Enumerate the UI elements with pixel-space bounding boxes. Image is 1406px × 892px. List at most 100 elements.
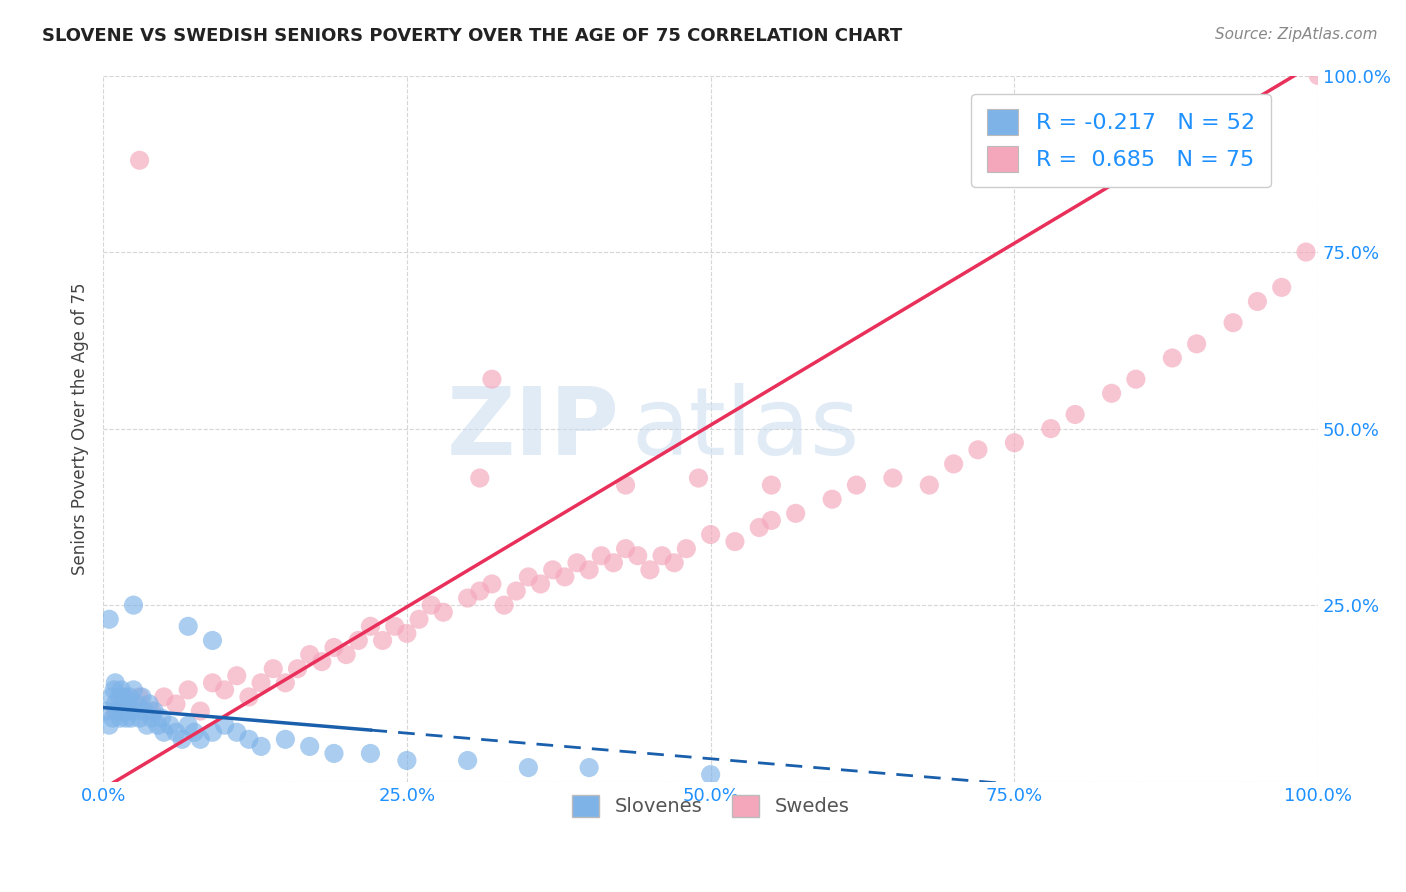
Point [1125, 372, 1147, 386]
Point [481, 372, 503, 386]
Point [1271, 280, 1294, 294]
Point [98, 612, 121, 626]
Point [1064, 408, 1087, 422]
Point [967, 442, 990, 457]
Point [103, 682, 125, 697]
Point [201, 725, 224, 739]
Point [143, 704, 166, 718]
Point [918, 478, 941, 492]
Point [165, 725, 187, 739]
Point [699, 767, 721, 781]
Point [408, 612, 430, 626]
Point [153, 690, 176, 704]
Point [128, 690, 150, 704]
Point [384, 619, 406, 633]
Point [347, 633, 370, 648]
Point [214, 682, 236, 697]
Point [591, 549, 613, 563]
Point [627, 549, 650, 563]
Point [1295, 245, 1317, 260]
Point [108, 711, 131, 725]
Point [323, 640, 346, 655]
Point [651, 549, 673, 563]
Point [262, 662, 284, 676]
Point [432, 605, 454, 619]
Point [250, 739, 273, 754]
Point [201, 633, 224, 648]
Point [201, 675, 224, 690]
Point [457, 754, 479, 768]
Point [468, 471, 491, 485]
Text: Source: ZipAtlas.com: Source: ZipAtlas.com [1215, 27, 1378, 42]
Point [517, 570, 540, 584]
Point [541, 563, 564, 577]
Point [505, 584, 527, 599]
Point [529, 577, 551, 591]
Point [101, 711, 124, 725]
Point [124, 704, 146, 718]
Point [942, 457, 965, 471]
Point [481, 577, 503, 591]
Point [578, 563, 600, 577]
Point [159, 718, 181, 732]
Point [138, 697, 160, 711]
Point [225, 725, 247, 739]
Point [420, 598, 443, 612]
Point [359, 619, 381, 633]
Point [115, 711, 138, 725]
Point [1308, 69, 1330, 83]
Point [118, 690, 141, 704]
Point [664, 556, 686, 570]
Point [274, 732, 297, 747]
Point [1246, 294, 1268, 309]
Point [761, 513, 783, 527]
Point [146, 718, 169, 732]
Point [131, 690, 153, 704]
Point [165, 697, 187, 711]
Point [104, 697, 127, 711]
Point [395, 626, 418, 640]
Point [1161, 351, 1184, 365]
Point [1222, 316, 1244, 330]
Point [614, 541, 637, 556]
Point [761, 478, 783, 492]
Point [104, 704, 127, 718]
Point [468, 584, 491, 599]
Point [153, 725, 176, 739]
Point [517, 760, 540, 774]
Text: ZIP: ZIP [447, 383, 620, 475]
Point [214, 718, 236, 732]
Point [141, 711, 163, 725]
Point [96, 704, 118, 718]
Point [122, 682, 145, 697]
Point [225, 669, 247, 683]
Point [134, 704, 156, 718]
Point [287, 662, 309, 676]
Point [845, 478, 868, 492]
Point [122, 598, 145, 612]
Point [127, 697, 149, 711]
Point [110, 690, 132, 704]
Point [298, 648, 321, 662]
Point [128, 711, 150, 725]
Point [578, 760, 600, 774]
Point [188, 732, 211, 747]
Point [112, 704, 135, 718]
Point [298, 739, 321, 754]
Point [107, 704, 129, 718]
Point [188, 704, 211, 718]
Point [395, 754, 418, 768]
Point [104, 675, 127, 690]
Point [323, 747, 346, 761]
Point [602, 556, 624, 570]
Point [554, 570, 576, 584]
Point [172, 732, 194, 747]
Point [699, 527, 721, 541]
Text: SLOVENE VS SWEDISH SENIORS POVERTY OVER THE AGE OF 75 CORRELATION CHART: SLOVENE VS SWEDISH SENIORS POVERTY OVER … [42, 27, 903, 45]
Point [98, 718, 121, 732]
Point [114, 690, 136, 704]
Y-axis label: Seniors Poverty Over the Age of 75: Seniors Poverty Over the Age of 75 [72, 283, 89, 574]
Point [688, 471, 710, 485]
Point [150, 711, 173, 725]
Point [359, 747, 381, 761]
